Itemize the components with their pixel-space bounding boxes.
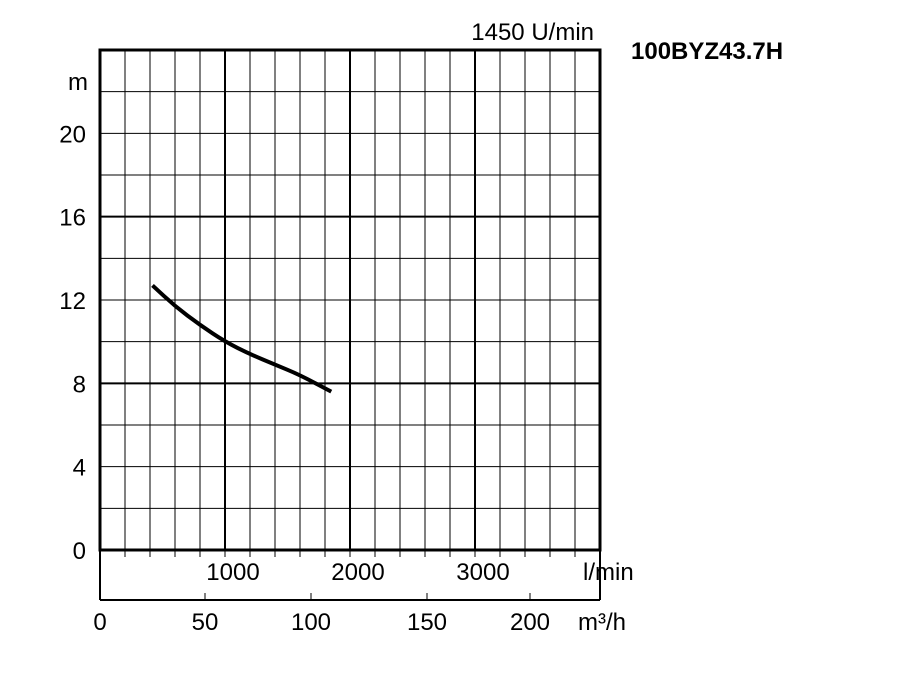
curve-layer (151, 283, 333, 394)
speed-label: 1450 U/min (471, 19, 594, 46)
head-curve (151, 283, 333, 394)
y-tick-label: 8 (73, 371, 86, 398)
x-axis-label-m3h: m³/h (578, 609, 626, 636)
y-axis-label: m (68, 69, 88, 96)
x-tick-label-m3h: 150 (407, 609, 447, 636)
y-tick-label: 20 (59, 121, 86, 148)
grid (100, 50, 600, 550)
y-tick-label: 12 (59, 288, 86, 315)
x-tick-labels-lmin: 1000 2000 3000 (206, 559, 509, 586)
x-tick-label-m3h: 200 (510, 609, 550, 636)
x-tick-label-m3h: 50 (192, 609, 219, 636)
x-tick-label-lmin: 1000 (206, 559, 259, 586)
x-tick-label-lmin: 3000 (456, 559, 509, 586)
y-tick-label: 0 (73, 538, 86, 565)
x-tick-label-lmin: 2000 (331, 559, 384, 586)
chart-frame (98, 48, 602, 601)
x-tick-label-m3h: 100 (291, 609, 331, 636)
x-tick-label-m3h: 0 (93, 609, 106, 636)
y-tick-label: 16 (59, 205, 86, 232)
chart-title: 100BYZ43.7H (631, 38, 783, 65)
y-tick-labels: 0 4 8 12 16 20 (59, 121, 86, 565)
x-tick-labels-m3h: 0 50 100 150 200 (93, 609, 550, 636)
y-tick-label: 4 (73, 455, 86, 482)
x-axis-label-lmin: l/min (583, 559, 634, 586)
